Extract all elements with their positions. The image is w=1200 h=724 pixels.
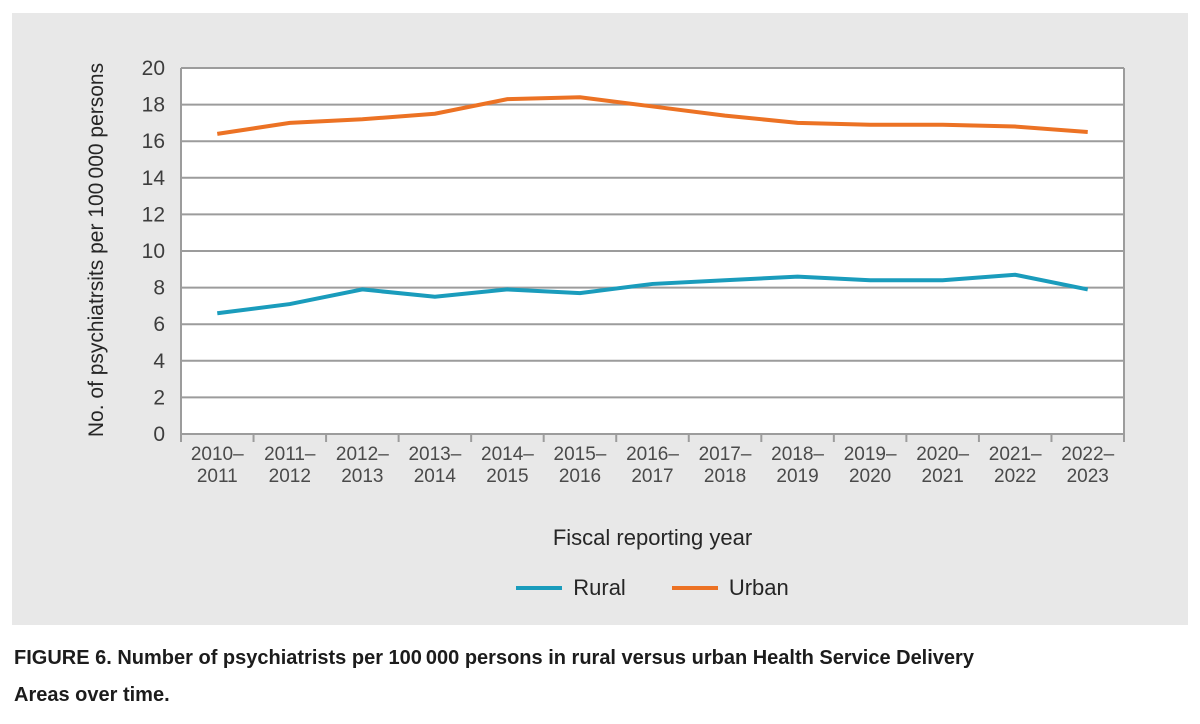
y-tick-label: 10	[142, 240, 165, 263]
x-tick-label: 2017– 2018	[699, 444, 752, 487]
chart-svg: 0 2 4 6 8 10 12 14 16 18 20 2010– 2011 2011– 2012 2012–…	[142, 57, 1125, 487]
figure-caption: FIGURE 6. Number of psychiatrists per 10…	[14, 640, 1194, 714]
y-tick-label: 20	[142, 57, 165, 80]
x-tick-label: 2020– 2021	[916, 444, 969, 487]
y-tick-label: 18	[142, 94, 165, 117]
chart-legend: Rural Urban	[181, 573, 1124, 603]
caption-line-1: FIGURE 6. Number of psychiatrists per 10…	[14, 640, 1194, 677]
legend-label-urban: Urban	[728, 575, 789, 600]
x-tick-label: 2019– 2020	[844, 444, 897, 487]
urban-line	[216, 95, 1088, 136]
x-tick-label: 2014– 2015	[481, 444, 534, 487]
y-tick-label: 2	[153, 386, 165, 409]
y-tick-label: 0	[153, 423, 165, 446]
y-tick-label: 12	[142, 203, 165, 226]
y-tick-label: 4	[153, 350, 165, 373]
x-tick-label: 2011– 2012	[264, 444, 316, 487]
legend-swatch-urban	[671, 586, 718, 590]
y-tick-label: 6	[153, 313, 165, 336]
x-tick-label: 2012– 2013	[336, 444, 389, 487]
x-tick-label: 2016– 2017	[626, 444, 679, 487]
x-tick-label: 2022– 2023	[1061, 444, 1114, 487]
legend-label-rural: Rural	[573, 575, 626, 600]
figure-panel: 0 2 4 6 8 10 12 14 16 18 20 2010– 2011 2011– 2012 2012–…	[12, 13, 1188, 625]
caption-text-line1: Number of psychiatrists per 100 000 pers…	[117, 647, 974, 669]
y-tick-label: 16	[142, 130, 165, 153]
x-tick-label: 2010– 2011	[191, 444, 244, 487]
y-tick-label: 14	[142, 167, 166, 190]
x-axis-title: Fiscal reporting year	[552, 525, 753, 550]
legend-item-urban: Urban	[671, 575, 789, 601]
legend-swatch-rural	[516, 586, 563, 590]
caption-figure-label: FIGURE 6.	[14, 647, 112, 669]
x-tick-label: 2018– 2019	[771, 444, 824, 487]
x-tick-label: 2015– 2016	[554, 444, 607, 487]
caption-line-2: Areas over time.	[14, 684, 170, 706]
y-tick-label: 8	[153, 277, 165, 300]
x-tick-label: 2013– 2014	[408, 444, 461, 487]
legend-item-rural: Rural	[516, 575, 626, 601]
rural-line	[217, 272, 1089, 316]
y-axis-label: No. of psychiatrsits per 100 000 persons	[85, 62, 108, 438]
x-tick-label: 2021– 2022	[989, 444, 1042, 487]
